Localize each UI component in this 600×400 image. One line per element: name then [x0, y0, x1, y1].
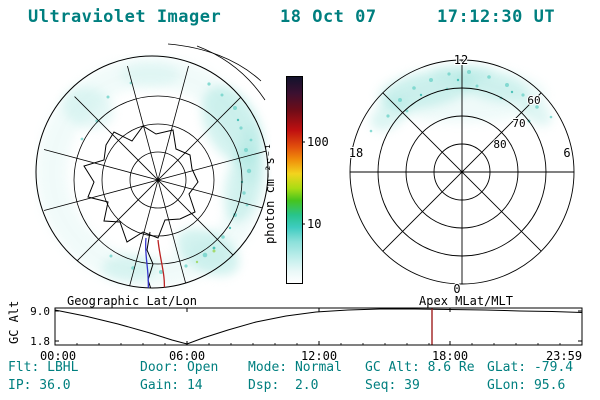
- status-flt: Flt: LBHL: [8, 360, 79, 375]
- mlt-label-12: 12: [454, 53, 468, 67]
- mlat-label-60: 60: [527, 94, 540, 107]
- app-title: Ultraviolet Imager: [28, 7, 222, 27]
- strip-chart-major-ticks: [54, 308, 582, 345]
- strip-chart-minor-ticks: [76, 343, 561, 345]
- mlt-label-6: 6: [563, 146, 570, 160]
- status-door: Door: Open: [140, 360, 219, 375]
- left-plot-caption: Geographic Lat/Lon: [66, 294, 198, 308]
- gc-alt-strip-chart: [54, 307, 583, 346]
- strip-chart-frame: [54, 307, 583, 346]
- colorbar-tick-100: 100: [307, 135, 329, 149]
- antarctic-peninsula-coast: [146, 231, 154, 288]
- status-glat: GLat: -79.4: [487, 360, 574, 375]
- mlt-label-18: 18: [349, 146, 363, 160]
- gc-alt-ytick-max: 9.0: [30, 305, 50, 318]
- xtick-0000: 00:00: [39, 349, 77, 363]
- xtick-0600: 06:00: [168, 349, 206, 363]
- colorbar-tick-10: 10: [307, 217, 322, 231]
- status-dsp: Dsp: 2.0: [248, 378, 319, 393]
- gc-alt-curve: [54, 308, 583, 345]
- emission-speckles-left-green: [195, 249, 216, 264]
- antarctica-coastline: [83, 125, 199, 243]
- status-gain: Gain: 14: [140, 378, 203, 393]
- xtick-1800: 18:00: [431, 349, 469, 363]
- colorbar-gradient: [286, 76, 303, 284]
- status-ip: IP: 36.0: [8, 378, 71, 393]
- mlat-label-70: 70: [512, 117, 525, 130]
- gc-alt-ytick-min: 1.8: [30, 335, 50, 348]
- mlat-mlt-grid: [349, 59, 575, 285]
- status-seq: Seq: 39: [365, 378, 420, 393]
- orbit-track-blue: [144, 237, 150, 288]
- xtick-2359: 23:59: [545, 349, 583, 363]
- colorbar-axis-label: photon cm⁻²s⁻¹: [263, 142, 277, 244]
- status-gc-alt: GC Alt: 8.6 Re: [365, 360, 475, 375]
- auroral-emission-right: [369, 64, 553, 133]
- apex-polar-plot: 12 18 6 0 60 70 80: [348, 52, 575, 297]
- right-plot-caption: Apex MLat/MLT: [419, 294, 513, 308]
- left-plot-outer-circle: [35, 55, 269, 289]
- geographic-polar-plot: [35, 43, 269, 289]
- mlt-label-0: 0: [453, 282, 460, 296]
- status-glon: GLon: 95.6: [487, 378, 566, 393]
- xtick-1200: 12:00: [300, 349, 338, 363]
- status-mode: Mode: Normal: [248, 360, 342, 375]
- mlat-label-80: 80: [493, 138, 506, 151]
- emission-speckles-right-dark: [419, 78, 514, 97]
- time-display: 17:12:30 UT: [437, 7, 556, 27]
- lat-lon-grid: [43, 65, 268, 288]
- gc-alt-axis-label: GC Alt: [7, 300, 21, 344]
- date-display: 18 Oct 07: [280, 7, 377, 27]
- emission-speckles-left: [80, 81, 253, 274]
- outer-grid-arcs: [167, 43, 266, 101]
